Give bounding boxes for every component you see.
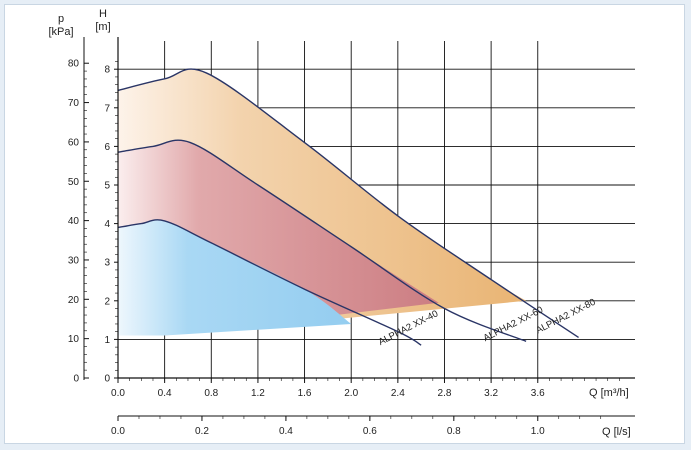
operating-areas — [118, 69, 527, 336]
q-m3h-tick-label-7: 2.8 — [438, 388, 452, 399]
left-axis-symbol-h: H — [99, 8, 107, 20]
h-tick-label-3: 3 — [104, 258, 110, 269]
curve-alpha2-xx-80 — [117, 68, 579, 339]
area-alpha2-xx-40 — [118, 219, 352, 336]
p-tick-label-7: 70 — [68, 98, 80, 109]
h-tick-label-8: 8 — [104, 65, 110, 76]
h-tick-label-7: 7 — [104, 103, 110, 114]
p-tick-label-4: 40 — [68, 216, 80, 227]
q-ls-tick-label-1: 0.2 — [195, 426, 209, 437]
q-m3h-tick-label-1: 0.4 — [158, 388, 172, 399]
x-axis-label-ls: Q [l/s] — [602, 426, 631, 438]
p-tick-label-3: 30 — [68, 255, 80, 266]
q-m3h-tick-label-3: 1.2 — [251, 388, 265, 399]
q-m3h-tick-label-5: 2.0 — [344, 388, 358, 399]
q-ls-tick-label-4: 0.8 — [447, 426, 461, 437]
p-tick-label-8: 80 — [68, 59, 80, 70]
p-tick-label-6: 60 — [68, 137, 80, 148]
q-ls-tick-label-0: 0.0 — [111, 426, 125, 437]
q-m3h-tick-label-2: 0.8 — [204, 388, 218, 399]
p-tick-label-1: 10 — [68, 334, 80, 345]
left-axis-symbol-p: p — [58, 13, 64, 25]
curve-alpha2-xx-60 — [117, 139, 527, 342]
q-m3h-tick-label-0: 0.0 — [111, 388, 125, 399]
left-axis-unit-kpa: [kPa] — [48, 26, 73, 38]
q-m3h-tick-label-8: 3.2 — [484, 388, 498, 399]
curve-alpha2-xx-40 — [117, 219, 422, 346]
chart-frame: 0 1 2 3 4 5 6 7 8 0 10 20 30 40 50 60 70 80 0.0 0.4 0.8 1.2 1.… — [4, 4, 685, 444]
p-tick-label-5: 50 — [68, 177, 80, 188]
h-tick-label-0: 0 — [104, 374, 110, 385]
x-axis-label-m3h: Q [m³/h] — [589, 387, 629, 399]
h-tick-label-4: 4 — [104, 219, 110, 230]
h-tick-label-1: 1 — [104, 335, 110, 346]
left-axis-unit-m: [m] — [95, 21, 110, 33]
p-tick-label-2: 20 — [68, 295, 80, 306]
curve-label-alpha2-xx-40: ALPHA2 XX-40 — [377, 308, 440, 348]
h-tick-label-5: 5 — [104, 181, 110, 192]
q-ls-tick-label-2: 0.4 — [279, 426, 293, 437]
q-m3h-tick-label-9: 3.6 — [531, 388, 545, 399]
h-tick-label-6: 6 — [104, 142, 110, 153]
q-m3h-tick-label-4: 1.6 — [298, 388, 312, 399]
q-ls-tick-label-3: 0.6 — [363, 426, 377, 437]
q-m3h-tick-label-6: 2.4 — [391, 388, 405, 399]
h-tick-label-2: 2 — [104, 296, 110, 307]
q-ls-tick-label-5: 1.0 — [531, 426, 545, 437]
p-tick-label-0: 0 — [73, 374, 79, 385]
curve-label-alpha2-xx-80: ALPHA2 XX-80 — [534, 297, 597, 337]
curve-lines — [117, 68, 579, 346]
